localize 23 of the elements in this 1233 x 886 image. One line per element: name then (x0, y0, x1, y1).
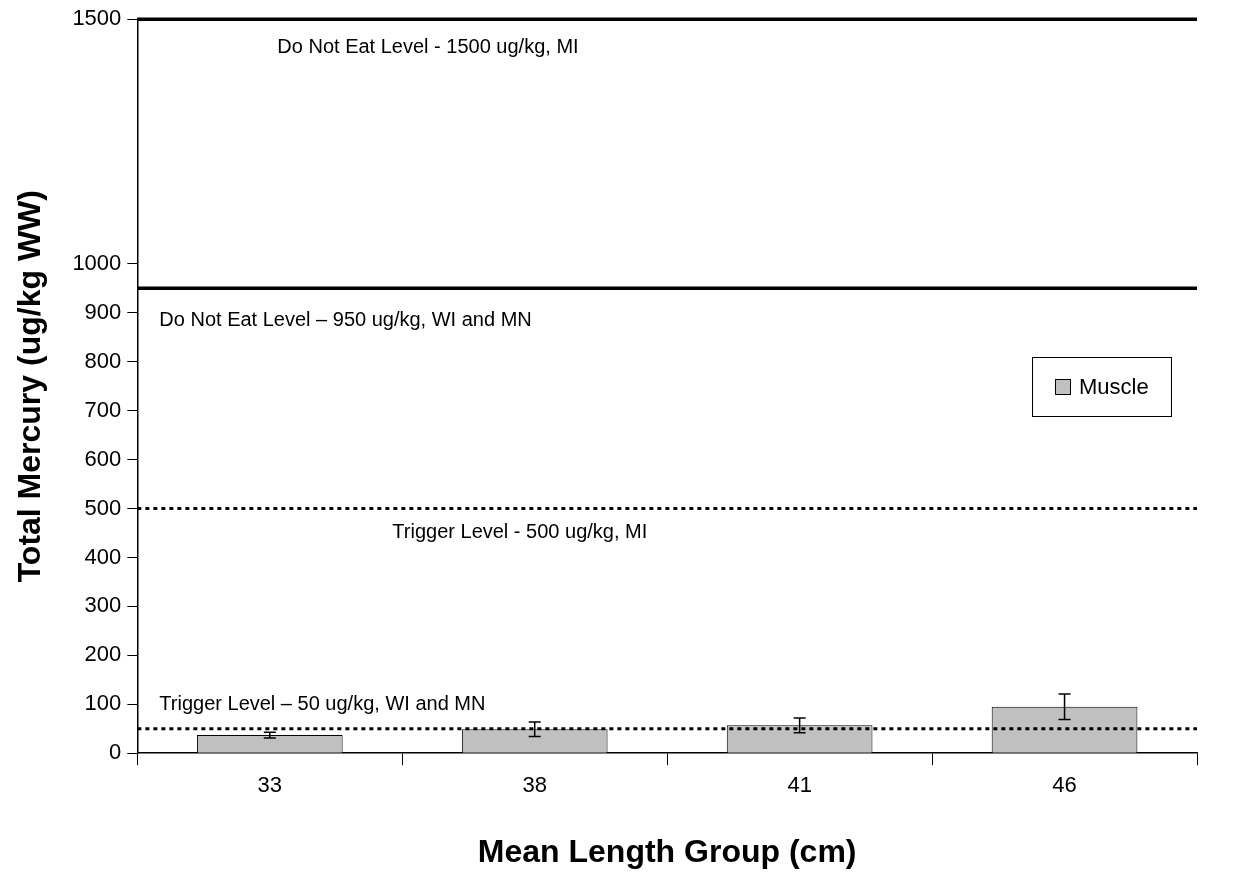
y-tick-label: 800 (84, 347, 122, 373)
legend-label: Muscle (1079, 373, 1149, 400)
y-tick-label: 400 (84, 543, 122, 569)
y-tick-label: 300 (84, 592, 122, 618)
y-axis-title: Total Mercury (ug/kg WW) (11, 190, 48, 583)
x-tick-label: 38 (522, 772, 547, 798)
y-tick-label: 600 (84, 445, 122, 471)
y-tick-label: 100 (84, 690, 122, 716)
x-axis-title: Mean Length Group (cm) (477, 832, 857, 869)
y-tick-label: 700 (84, 396, 122, 422)
y-tick-label: 200 (84, 641, 122, 667)
ref-line-label: Trigger Level - 500 ug/kg, MI (392, 520, 648, 543)
x-tick-label: 46 (1052, 772, 1077, 798)
ref-line-label: Do Not Eat Level - 1500 ug/kg, MI (277, 34, 579, 57)
y-tick-label: 500 (84, 494, 122, 520)
ref-line-label: Do Not Eat Level – 950 ug/kg, WI and MN (159, 307, 532, 330)
y-tick-label: 1000 (72, 249, 122, 275)
x-tick-label: 41 (787, 772, 812, 798)
y-tick-label: 900 (84, 298, 122, 324)
x-tick-label: 33 (257, 772, 283, 798)
y-tick-label: 0 (109, 739, 122, 765)
y-tick-label: 1500 (72, 5, 122, 31)
ref-line-label: Trigger Level – 50 ug/kg, WI and MN (159, 692, 486, 715)
